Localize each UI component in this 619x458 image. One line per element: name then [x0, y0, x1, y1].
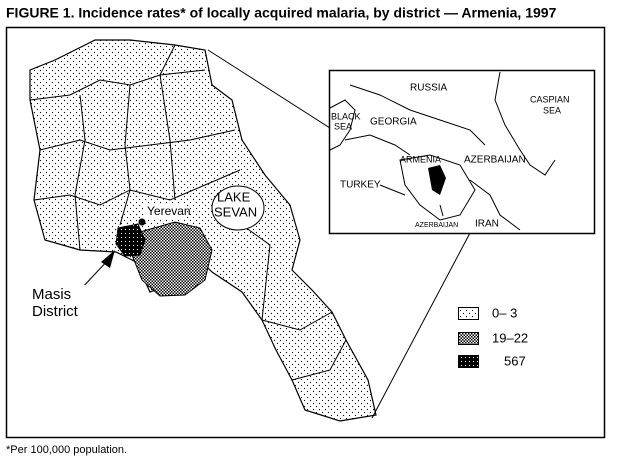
- inset-frame: [328, 69, 596, 235]
- connector-line: [207, 49, 331, 129]
- district-label: District: [32, 303, 79, 320]
- district-border: [261, 311, 333, 331]
- pointer-arrow: [101, 250, 115, 268]
- connector-line: [371, 232, 471, 419]
- masis-district: [115, 223, 146, 257]
- label-bg: [30, 285, 90, 321]
- district-border: [29, 69, 206, 101]
- district-label: Masis: [32, 286, 71, 303]
- inset-label: SEA: [334, 121, 352, 131]
- district-border: [291, 339, 347, 381]
- caspian-coast: [494, 71, 556, 176]
- inset-label: GEORGIA: [370, 117, 417, 128]
- legend: 0– 3 19–22 567: [458, 305, 528, 368]
- label-bg: [145, 205, 187, 219]
- footnote: *Per 100,000 population.: [6, 444, 127, 456]
- legend-swatch: [458, 332, 479, 345]
- legend-label: 19–22: [492, 330, 528, 345]
- figure-title: FIGURE 1. Incidence rates* of locally ac…: [6, 5, 557, 21]
- legend-label: 0– 3: [492, 305, 517, 320]
- inset-label: RUSSIA: [410, 83, 448, 94]
- border: [469, 179, 521, 231]
- inset-label: IRAN: [475, 219, 499, 230]
- yerevan-dot: [138, 218, 146, 226]
- pointer-line: [439, 204, 444, 217]
- inset-label: BLACK: [331, 111, 361, 121]
- district-border: [39, 129, 236, 151]
- inset-label: AZERBAIJAN: [464, 155, 526, 166]
- inset-label: AZERBAIJAN: [415, 222, 458, 229]
- lake-label: SEVAN: [214, 204, 257, 219]
- legend-swatch: [458, 307, 479, 320]
- lake-label: LAKE: [217, 189, 251, 204]
- district-19-22: [131, 221, 213, 297]
- district-border: [241, 224, 271, 321]
- border: [399, 154, 476, 221]
- border: [349, 84, 486, 146]
- frame: [5, 26, 606, 439]
- border: [379, 184, 406, 196]
- district-border: [74, 94, 86, 251]
- inset-label: ARMENIA: [400, 154, 441, 164]
- lake-sevan: [211, 185, 265, 231]
- inset-map: RUSSIA CASPIAN SEA BLACK SEA GEORGIA ARM…: [328, 69, 596, 235]
- armenia-map: Yerevan LAKE SEVAN Masis District: [29, 39, 377, 422]
- armenia-fill: [428, 165, 446, 195]
- city-label: Yerevan: [147, 204, 191, 218]
- country-outline: [29, 39, 377, 422]
- district-border: [119, 84, 131, 226]
- district-border: [159, 44, 176, 201]
- legend-label: 567: [504, 353, 526, 368]
- legend-swatch: [458, 355, 479, 368]
- inset-label: TURKEY: [340, 180, 381, 191]
- inset-label: CASPIAN: [530, 94, 570, 104]
- coastline: [329, 99, 356, 151]
- inset-label: SEA: [543, 105, 561, 115]
- border: [344, 134, 411, 156]
